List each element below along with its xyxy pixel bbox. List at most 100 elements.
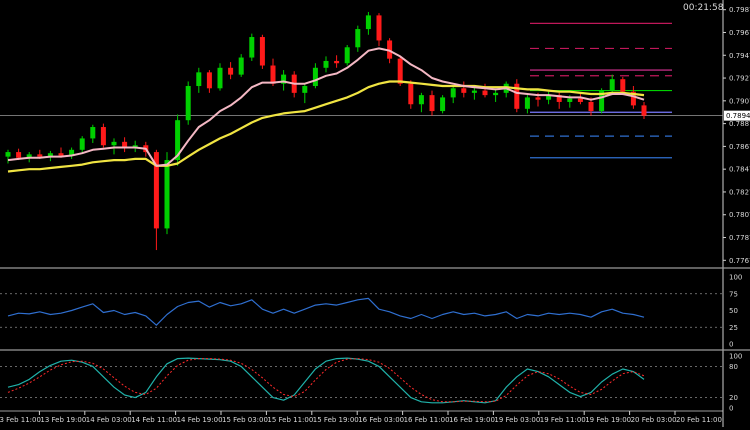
- price-tick-label: 0.7807: [729, 211, 750, 219]
- candle-body: [16, 152, 22, 158]
- candle-body: [58, 153, 64, 156]
- rsi-tick-label: 0: [729, 341, 733, 349]
- candle-body: [397, 58, 403, 84]
- candle-body: [281, 74, 287, 84]
- candle-body: [365, 15, 371, 30]
- candle-body: [620, 79, 626, 92]
- candle-body: [599, 90, 605, 112]
- candle-body: [206, 72, 212, 89]
- candle-body: [408, 83, 414, 105]
- candle-body: [387, 40, 393, 59]
- candle-body: [217, 67, 223, 89]
- stoch-tick-label: 20: [729, 394, 738, 402]
- price-tick-label: 0.7787: [729, 234, 750, 242]
- rsi-tick-label: 100: [729, 274, 742, 282]
- candle-body: [153, 152, 159, 229]
- time-tick-label: 15 Feb 11:00: [267, 416, 313, 424]
- candle-body: [641, 105, 647, 116]
- price-tick-label: 0.7907: [729, 97, 750, 105]
- time-tick-label: 20 Feb 11:00: [676, 416, 722, 424]
- rsi-tick-label: 50: [729, 307, 738, 315]
- time-tick-label: 15 Feb 03:00: [222, 416, 268, 424]
- candle-body: [249, 37, 255, 58]
- candle-body: [567, 98, 573, 102]
- candle-body: [450, 88, 456, 98]
- price-tick-label: 0.7887: [729, 120, 750, 128]
- time-tick-label: 19 Feb 11:00: [540, 416, 586, 424]
- candle-body: [185, 86, 191, 121]
- rsi-tick-label: 25: [729, 324, 738, 332]
- rsi-tick-label: 75: [729, 290, 738, 298]
- candle-body: [376, 15, 382, 41]
- candle-body: [344, 47, 350, 64]
- candle-body: [440, 97, 446, 112]
- price-tick-label: 0.7987: [729, 6, 750, 14]
- ema-slow-line: [7, 80, 645, 173]
- current-price-label: 0.7894: [726, 112, 750, 120]
- stoch-main-line: [7, 357, 645, 404]
- candle-body: [196, 72, 202, 87]
- candle-body: [111, 141, 117, 146]
- candle-body: [556, 95, 562, 102]
- candle-body: [175, 120, 181, 161]
- candle-body: [90, 127, 96, 139]
- candle-body: [493, 92, 499, 96]
- price-tick-label: 0.7927: [729, 75, 750, 83]
- time-tick-label: 13 Feb 11:00: [0, 416, 41, 424]
- candle-body: [535, 97, 541, 100]
- candle-body: [132, 145, 138, 148]
- time-tick-label: 16 Feb 11:00: [404, 416, 450, 424]
- ema-fast-line: [7, 47, 645, 167]
- candle-body: [100, 127, 106, 146]
- price-tick-label: 0.7827: [729, 188, 750, 196]
- candle-body: [334, 60, 340, 64]
- candle-body: [5, 152, 11, 157]
- time-tick-label: 16 Feb 19:00: [449, 416, 495, 424]
- stoch-signal-line: [7, 358, 645, 403]
- candle-body: [122, 141, 128, 148]
- time-tick-label: 20 Feb 03:00: [631, 416, 677, 424]
- candle-body: [259, 37, 265, 66]
- candle-body: [471, 90, 477, 93]
- candle-body: [164, 160, 170, 229]
- candle-countdown: 00:21:58: [683, 3, 724, 13]
- candle-body: [482, 90, 488, 96]
- price-tick-label: 0.7847: [729, 166, 750, 174]
- candle-body: [238, 57, 244, 75]
- time-tick-label: 19 Feb 03:00: [494, 416, 540, 424]
- candle-body: [312, 67, 318, 87]
- candle-body: [524, 97, 530, 109]
- candle-body: [47, 153, 53, 157]
- time-tick-label: 13 Feb 19:00: [40, 416, 86, 424]
- candle-body: [355, 29, 361, 48]
- rsi-line: [7, 297, 645, 326]
- rsi-panel[interactable]: 100 75 50 25 0: [0, 274, 750, 351]
- candle-body: [630, 91, 636, 106]
- candle-body: [546, 95, 552, 100]
- candle-body: [418, 95, 424, 105]
- time-tick-label: 14 Feb 03:00: [86, 416, 132, 424]
- candle-body: [429, 95, 435, 112]
- candle-body: [228, 67, 234, 75]
- time-tick-label: 14 Feb 11:00: [131, 416, 177, 424]
- candle-body: [37, 154, 43, 157]
- price-tick-label: 0.7767: [729, 257, 750, 265]
- time-tick-label: 14 Feb 19:00: [177, 416, 223, 424]
- candle-body: [461, 88, 467, 93]
- stoch-tick-label: 100: [729, 353, 742, 361]
- candle-body: [302, 86, 308, 93]
- candle-body: [609, 79, 615, 91]
- stochastic-panel[interactable]: 100 80 20 0: [0, 353, 742, 413]
- current-price-box: [724, 110, 750, 121]
- price-tick-label: 0.7947: [729, 52, 750, 60]
- candle-body: [79, 138, 85, 150]
- candle-body: [588, 101, 594, 112]
- stoch-tick-label: 0: [729, 405, 733, 413]
- time-tick-label: 15 Feb 19:00: [313, 416, 359, 424]
- candle-body: [69, 149, 75, 156]
- time-tick-label: 19 Feb 19:00: [585, 416, 631, 424]
- candle-body: [514, 83, 520, 109]
